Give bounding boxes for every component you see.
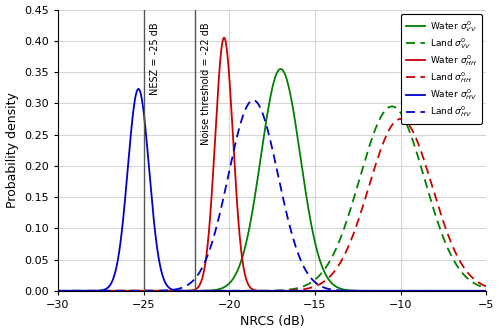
Text: Noise threshold = -22 dB: Noise threshold = -22 dB	[201, 22, 211, 145]
Y-axis label: Probability density: Probability density	[6, 92, 18, 208]
Legend: Water $\sigma^0_{VV}$, Land $\sigma^0_{VV}$, Water $\sigma^0_{HH}$, Land $\sigma: Water $\sigma^0_{VV}$, Land $\sigma^0_{V…	[401, 14, 481, 124]
X-axis label: NRCS (dB): NRCS (dB)	[240, 315, 304, 328]
Text: NESZ = -25 dB: NESZ = -25 dB	[150, 22, 160, 95]
